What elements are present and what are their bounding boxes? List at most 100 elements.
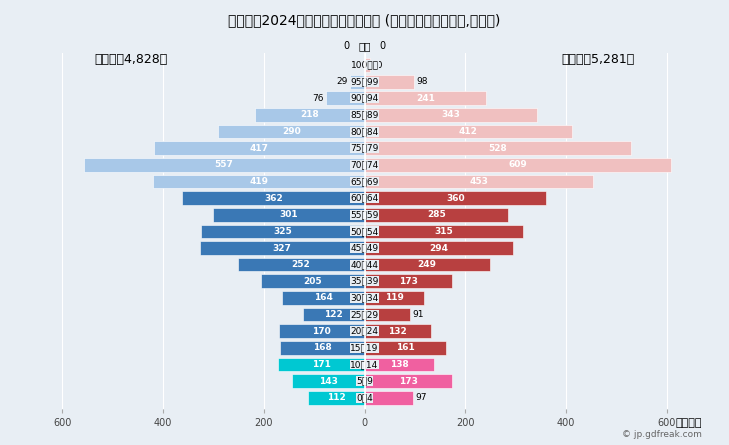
Bar [364, 191, 546, 205]
Text: 100歳～: 100歳～ [351, 61, 378, 69]
Bar [364, 374, 452, 388]
Bar [238, 258, 364, 271]
Bar [364, 391, 413, 405]
Bar [308, 391, 364, 405]
Text: 557: 557 [215, 160, 233, 170]
Text: 70～74: 70～74 [351, 160, 378, 170]
Text: 45～49: 45～49 [351, 243, 378, 252]
Text: 30～34: 30～34 [351, 293, 378, 303]
Text: 294: 294 [429, 243, 448, 252]
Text: 417: 417 [250, 144, 269, 153]
Bar [200, 225, 364, 238]
Bar [254, 108, 364, 122]
Text: 325: 325 [273, 227, 292, 236]
Bar [364, 258, 490, 271]
Text: 0: 0 [343, 41, 349, 51]
Text: © jp.gdfreak.com: © jp.gdfreak.com [623, 430, 702, 439]
Bar [303, 308, 364, 321]
Text: 29: 29 [337, 77, 348, 86]
Bar [364, 275, 452, 288]
Text: 25～29: 25～29 [351, 310, 378, 319]
Text: 173: 173 [399, 277, 418, 286]
Text: 単位：人: 単位：人 [676, 418, 702, 428]
Text: 528: 528 [488, 144, 507, 153]
Text: 168: 168 [313, 344, 332, 352]
Bar [155, 142, 364, 155]
Bar [282, 291, 364, 305]
Text: 55～59: 55～59 [351, 210, 378, 219]
Bar [364, 341, 445, 355]
Bar [84, 158, 364, 172]
Text: 20～24: 20～24 [351, 327, 378, 336]
Text: 173: 173 [399, 376, 418, 386]
Bar [364, 175, 593, 188]
Bar [364, 158, 671, 172]
Text: 453: 453 [469, 177, 488, 186]
Text: 301: 301 [279, 210, 298, 219]
Bar [278, 324, 364, 338]
Text: 315: 315 [434, 227, 453, 236]
Text: 0～4: 0～4 [356, 393, 373, 402]
Bar [364, 358, 434, 371]
Text: 65～69: 65～69 [351, 177, 378, 186]
Bar [364, 75, 414, 89]
Text: 241: 241 [416, 94, 434, 103]
Text: 252: 252 [292, 260, 311, 269]
Text: 98: 98 [416, 77, 427, 86]
Bar [364, 92, 486, 105]
Bar [182, 191, 364, 205]
Text: 122: 122 [324, 310, 343, 319]
Text: 132: 132 [389, 327, 407, 336]
Bar [153, 175, 364, 188]
Bar [364, 291, 424, 305]
Text: 50～54: 50～54 [351, 227, 378, 236]
Bar [364, 125, 572, 138]
Text: 不詳: 不詳 [358, 41, 371, 51]
Bar [364, 241, 512, 255]
Text: 10～14: 10～14 [351, 360, 378, 369]
Text: 75～79: 75～79 [351, 144, 378, 153]
Text: 91: 91 [413, 310, 424, 319]
Text: 290: 290 [282, 127, 301, 136]
Bar [326, 92, 364, 105]
Text: 164: 164 [313, 293, 332, 303]
Bar [261, 275, 364, 288]
Text: 412: 412 [459, 127, 477, 136]
Text: 黒潮町の2024年１月１日の人口構成 (住民基本台帳ベース,総人口): 黒潮町の2024年１月１日の人口構成 (住民基本台帳ベース,総人口) [228, 13, 501, 27]
Text: 76: 76 [313, 94, 324, 103]
Bar [219, 125, 364, 138]
Bar [364, 58, 370, 72]
Text: 343: 343 [442, 110, 460, 119]
Text: 15～19: 15～19 [351, 344, 378, 352]
Bar [280, 341, 364, 355]
Bar [350, 75, 364, 89]
Text: 119: 119 [385, 293, 404, 303]
Text: 85～89: 85～89 [351, 110, 378, 119]
Text: 0: 0 [356, 61, 362, 69]
Text: 419: 419 [249, 177, 268, 186]
Text: 5～9: 5～9 [356, 376, 373, 386]
Text: 205: 205 [303, 277, 322, 286]
Bar [364, 225, 523, 238]
Text: 362: 362 [264, 194, 283, 202]
Bar [292, 374, 364, 388]
Text: 161: 161 [396, 344, 414, 352]
Text: 男性計：4,828人: 男性計：4,828人 [95, 53, 168, 66]
Text: 285: 285 [427, 210, 445, 219]
Text: 360: 360 [446, 194, 464, 202]
Text: 112: 112 [327, 393, 346, 402]
Text: 90～94: 90～94 [351, 94, 378, 103]
Text: 40～44: 40～44 [351, 260, 378, 269]
Bar [364, 308, 410, 321]
Text: 35～39: 35～39 [351, 277, 378, 286]
Text: 95～99: 95～99 [351, 77, 378, 86]
Text: 80～84: 80～84 [351, 127, 378, 136]
Text: 138: 138 [390, 360, 409, 369]
Bar [364, 142, 631, 155]
Text: 171: 171 [312, 360, 331, 369]
Text: 218: 218 [300, 110, 319, 119]
Text: 609: 609 [509, 160, 527, 170]
Bar [278, 358, 364, 371]
Text: 10: 10 [372, 61, 383, 69]
Text: 327: 327 [273, 243, 292, 252]
